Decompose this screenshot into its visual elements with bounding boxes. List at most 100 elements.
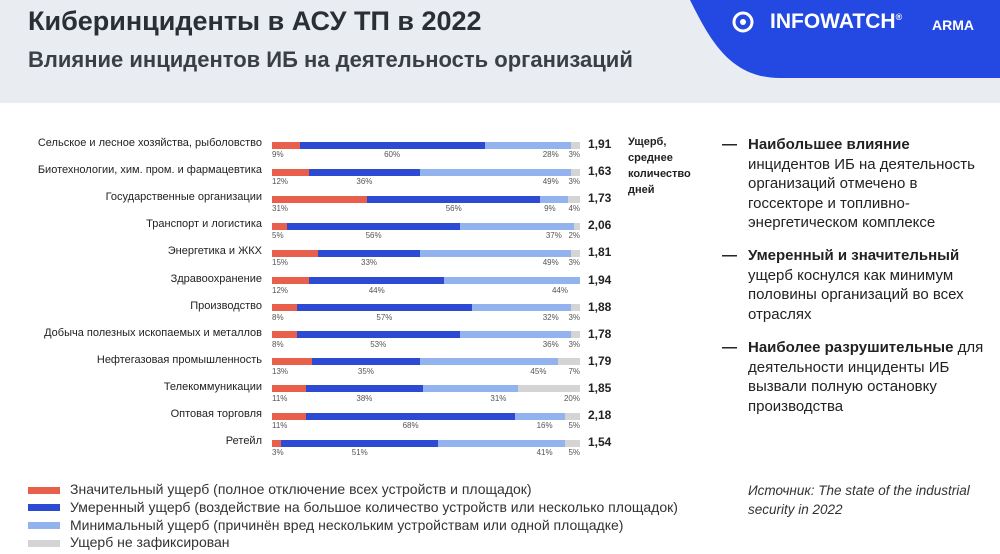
bar-segment — [272, 277, 309, 284]
bar-segment — [564, 439, 580, 447]
bar-segment — [296, 331, 460, 339]
bar-segment — [419, 249, 571, 257]
legend-label: Ущерб не зафиксирован — [70, 534, 230, 551]
bar-segment — [272, 331, 297, 339]
value-label: 15% — [272, 258, 289, 268]
value-label: 44% — [551, 285, 568, 295]
bar-segment — [570, 168, 580, 176]
bar-segment — [299, 141, 485, 149]
average-label: 1,91 — [588, 137, 612, 151]
average-label: 1,78 — [588, 326, 612, 341]
bar-segment — [308, 168, 420, 176]
bar-segment — [272, 304, 297, 312]
value-label: 3% — [568, 177, 580, 187]
bar-segment — [570, 331, 580, 339]
note-dash: — — [722, 339, 737, 356]
category-label: Транспорт и логистика — [146, 218, 262, 231]
title: Киберинциденты в АСУ ТП в 2022 — [28, 6, 482, 36]
value-label: 9% — [272, 150, 284, 159]
average-label: 1,54 — [588, 435, 612, 450]
value-label: 5% — [568, 421, 580, 430]
bar-segment — [272, 141, 300, 149]
value-label: 56% — [365, 231, 382, 241]
logo-shape — [690, 0, 1000, 78]
bar-segment — [419, 168, 571, 176]
value-label: 36% — [542, 339, 559, 349]
value-label: 53% — [370, 339, 387, 349]
bar-segment — [422, 385, 519, 393]
bar-segment — [272, 358, 313, 366]
average-label: 2,06 — [588, 218, 612, 233]
note: — Умеренный и значительный ущерб коснулся… — [722, 246, 992, 324]
average-label: 1,85 — [588, 380, 612, 395]
value-label: 5% — [568, 448, 580, 458]
category-label: Телекоммуникации — [163, 380, 262, 393]
average-label: 1,79 — [588, 353, 612, 368]
value-label: 45% — [530, 366, 547, 376]
bar-segment — [305, 385, 423, 393]
value-label: 57% — [376, 312, 393, 322]
bar-segment — [570, 249, 580, 257]
note-bold: Наибольшее влияние — [748, 136, 910, 153]
value-label: 7% — [568, 366, 580, 376]
average-label: 1,81 — [588, 245, 612, 260]
average-label: 1,73 — [588, 191, 612, 206]
bar-segment — [472, 304, 571, 312]
bar-segment — [272, 412, 306, 420]
value-label: 38% — [356, 393, 373, 403]
chart: Сельское и лесное хозяйства, рыболовство… — [38, 137, 612, 458]
value-label: 36% — [356, 177, 373, 187]
bar-segment — [296, 304, 473, 312]
bar-segment — [459, 222, 574, 230]
bar-segment — [419, 358, 559, 366]
value-label: 3% — [568, 150, 580, 159]
value-label: 12% — [272, 177, 289, 187]
value-label: 8% — [272, 312, 284, 322]
category-label: Оптовая торговля — [170, 408, 262, 420]
bar-segment — [564, 412, 580, 420]
value-label: 32% — [542, 312, 559, 322]
value-label: 37% — [545, 231, 562, 241]
bar-segment — [539, 195, 568, 203]
bar-segment — [570, 304, 580, 312]
bar-segment — [484, 141, 571, 149]
note-dash: — — [722, 247, 737, 264]
subtitle: Влияние инцидентов ИБ на деятельность ор… — [28, 47, 633, 72]
average-label: 2,18 — [588, 408, 612, 422]
bar-segment — [305, 412, 516, 420]
bar-segment — [272, 168, 309, 176]
logo-mark: ® — [895, 12, 903, 22]
value-label: 31% — [490, 393, 507, 403]
bar-segment — [272, 222, 288, 230]
value-label: 31% — [272, 204, 289, 214]
bar-segment — [567, 195, 580, 203]
value-label: 49% — [542, 258, 559, 268]
value-label: 51% — [351, 448, 368, 458]
value-label: 13% — [272, 366, 289, 376]
value-label: 56% — [445, 204, 462, 214]
value-label: 3% — [568, 258, 580, 268]
value-label: 3% — [568, 312, 580, 322]
bar-segment — [558, 358, 580, 366]
note-bold: Умеренный и значительный — [748, 247, 960, 264]
bar-segment — [312, 358, 420, 366]
note-dash: — — [722, 136, 737, 153]
note-text: ущерб коснулся как минимум половины орга… — [748, 266, 964, 323]
category-label: Государственные организации — [105, 191, 262, 204]
bar-segment — [272, 249, 319, 257]
legend-swatch — [28, 522, 60, 530]
value-label: 49% — [542, 177, 559, 187]
value-label: 20% — [563, 393, 580, 403]
bar-segment — [281, 439, 439, 447]
category-label: Добыча полезных ископаемых и металлов — [44, 326, 262, 339]
legend-swatch — [28, 504, 60, 512]
value-label: 44% — [368, 285, 385, 295]
value-label: 5% — [272, 231, 284, 241]
bar-segment — [573, 222, 580, 230]
bar-segment — [287, 222, 460, 230]
bar-segment — [308, 277, 445, 284]
value-label: 3% — [568, 339, 580, 349]
value-label: 41% — [536, 448, 553, 458]
bar-segment — [459, 331, 571, 339]
bar-segment — [438, 439, 565, 447]
